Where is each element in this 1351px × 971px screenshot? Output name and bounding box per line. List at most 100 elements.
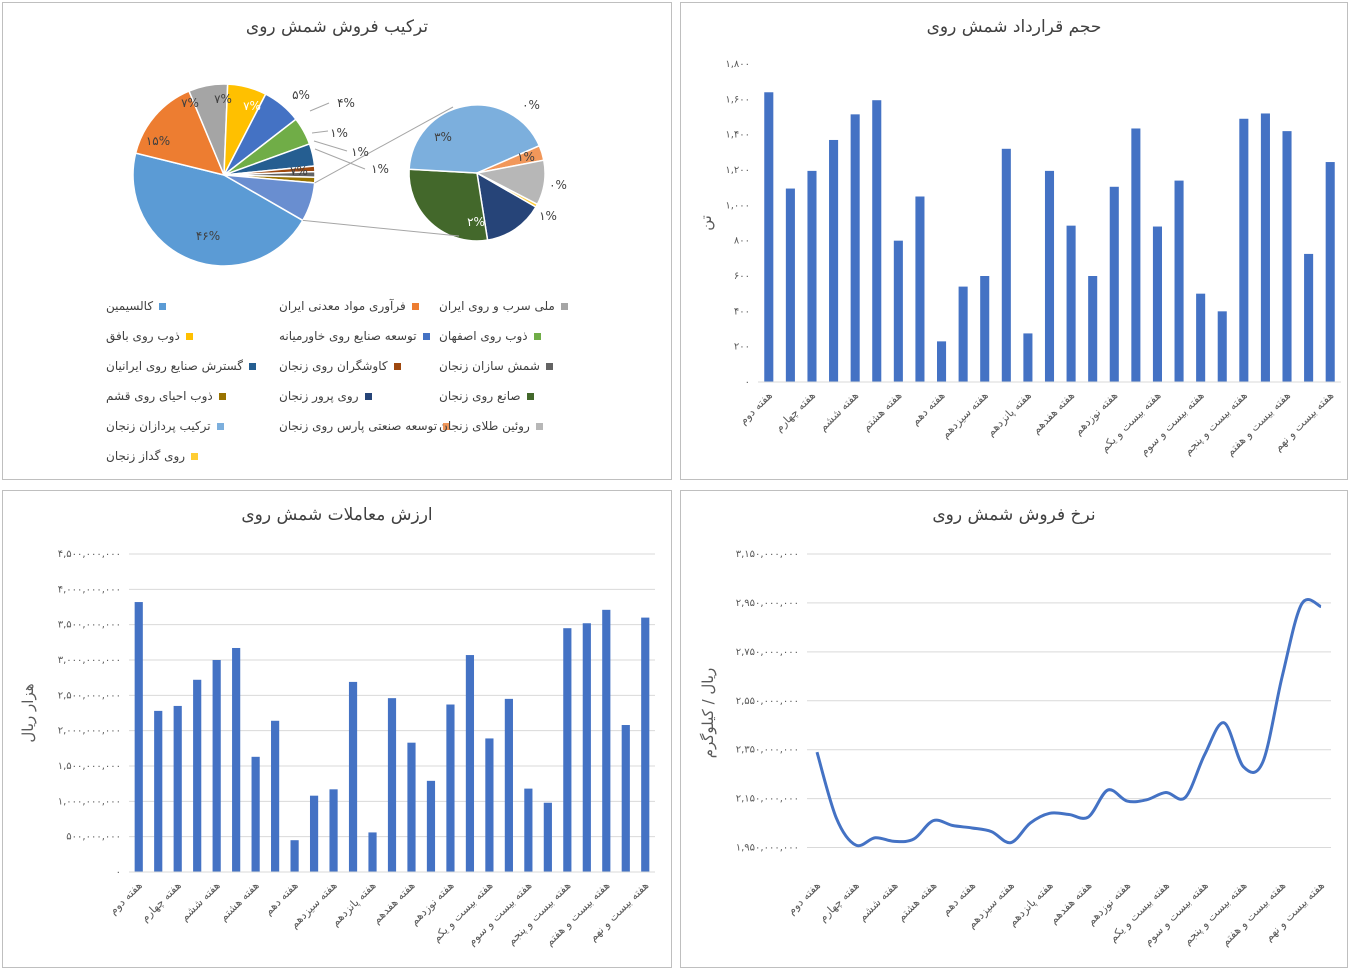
y-tick-label: ۱,۵۰۰,۰۰۰,۰۰۰ (58, 761, 121, 772)
legend-swatch (191, 453, 199, 460)
bar (621, 725, 630, 872)
legend-swatch (545, 363, 553, 370)
bar (1152, 226, 1162, 382)
bar (1023, 333, 1033, 382)
legend-swatch (526, 393, 534, 400)
y-tick-label: ۴,۰۰۰,۰۰۰,۰۰۰ (58, 584, 121, 595)
legend-label: کاوشگران روی زنجان (279, 359, 388, 373)
pie-legend: کالسیمین فرآوری مواد معدنی ایران ملی سرب و… (11, 291, 663, 471)
y-axis-label: هزار ریال (19, 683, 37, 742)
bar (1174, 180, 1184, 382)
y-tick-label: ۲,۰۰۰,۰۰۰,۰۰۰ (58, 726, 121, 737)
y-tick-label: ۲,۷۵۰,۰۰۰,۰۰۰ (736, 647, 799, 658)
x-tick-label: هفته هشتم (895, 879, 940, 924)
pie-chart-title: ترکیب فروش شمش روی (245, 17, 429, 37)
y-tick-label: ۱,۰۰۰ (725, 200, 750, 211)
legend-item: ذوب روی بافق (106, 329, 306, 351)
leader-line (314, 148, 366, 170)
legend-swatch (422, 333, 430, 340)
legend-swatch (411, 303, 419, 310)
legend-item: توسعه صنعتی پارس روی زنجان (279, 419, 479, 441)
bar (785, 188, 795, 382)
data-label: ۷% (290, 164, 308, 178)
x-tick-label: هفته دهم (262, 879, 301, 918)
rate-chart-panel: نرخ فروش شمش روی ۱,۹۵۰,۰۰۰,۰۰۰ ۲,۱۵۰,۰۰۰,… (680, 490, 1348, 968)
volume-chart-panel: حجم قرارداد شمش روی ۰ ۲۰۰ ۴۰۰ ۶۰۰ ۸۰۰ ۱,۰۰۰ ۱,… (680, 2, 1348, 480)
data-label: ۵% (292, 88, 310, 102)
rate-chart-title: نرخ فروش شمش روی (932, 505, 1096, 525)
data-label: ۳% (434, 130, 452, 144)
bar (173, 705, 182, 872)
y-tick-label: ۰ (745, 377, 750, 388)
x-tick-label: هفته چهارم (138, 879, 184, 925)
legend-item: کاوشگران روی زنجان (279, 359, 479, 381)
bar (251, 756, 260, 872)
bar (271, 720, 280, 872)
legend-swatch (249, 363, 256, 370)
bar (1196, 293, 1206, 382)
legend-label: گسترش صنایع روی ایرانیان (106, 359, 243, 373)
legend-label: ذوب احیای روی قشم (106, 389, 213, 403)
y-tick-label: ۴۰۰ (734, 306, 750, 317)
bar (154, 710, 163, 872)
bar (937, 341, 947, 382)
bar (329, 789, 338, 872)
value-chart-title: ارزش معاملات شمش روی (241, 505, 433, 525)
leader-line (309, 102, 330, 112)
legend-item: توسعه صنایع روی خاورمیانه (279, 329, 479, 351)
bar (582, 623, 591, 872)
y-tick-label: ۱,۲۰۰ (725, 165, 750, 176)
legend-label: صانع روی زنجان (439, 389, 521, 403)
legend-label: ترکیب پردازان زنجان (106, 419, 211, 433)
legend-label: ملی سرب و روی ایران (439, 299, 555, 313)
legend-item: گسترش صنایع روی ایرانیان (106, 359, 306, 381)
legend-label: روئین طلای زنجان (439, 419, 530, 433)
y-tick-label: ۲,۳۵۰,۰۰۰,۰۰۰ (736, 745, 799, 756)
bar (807, 170, 817, 382)
y-axis-label: ریال / کیلوگرم (699, 668, 717, 759)
bar (232, 647, 241, 872)
y-tick-label: ۳,۵۰۰,۰۰۰,۰۰۰ (58, 620, 121, 631)
bar (368, 832, 377, 872)
legend-swatch (533, 333, 541, 340)
bar (980, 276, 990, 382)
legend-item: ترکیب پردازان زنجان (106, 419, 306, 441)
legend-item: شمش سازان زنجان (439, 359, 639, 381)
pie-slice (476, 172, 539, 209)
bar (446, 704, 455, 872)
y-tick-label: ۶۰۰ (734, 271, 750, 282)
y-tick-label: ۲,۱۵۰,۰۰۰,۰۰۰ (736, 794, 799, 805)
x-tick-label: هفته هشتم (860, 389, 905, 434)
legend-label: ذوب روی اصفهان (439, 329, 528, 343)
bar (1325, 162, 1335, 382)
bar (504, 698, 513, 872)
data-label: ۷% (214, 92, 232, 106)
x-tick-label: هفته دهم (909, 389, 948, 428)
value-chart-panel: ارزش معاملات شمش روی ۰ ۵۰۰,۰۰۰,۰۰۰ ۱,۰۰۰,۰… (2, 490, 672, 968)
x-tick-label: هفته هشتم (217, 879, 262, 924)
data-label: ۴۶% (196, 229, 220, 243)
bar (426, 780, 436, 872)
rate-series-line (815, 598, 1322, 848)
y-tick-label: ۵۰۰,۰۰۰,۰۰۰ (66, 832, 121, 843)
bar (193, 679, 202, 872)
legend-swatch (560, 303, 568, 310)
bar (1109, 186, 1119, 382)
x-tick-label: هفته دوم (737, 389, 775, 427)
x-tick-label: هفته چهارم (816, 879, 862, 925)
legend-item: روی پرور زنجان (279, 389, 479, 411)
bar (309, 795, 319, 872)
bar (1282, 131, 1292, 382)
bar (764, 92, 774, 383)
legend-swatch (393, 363, 401, 370)
legend-swatch (443, 423, 451, 430)
legend-label: کالسیمین (106, 299, 154, 313)
bar (407, 742, 416, 872)
bar (348, 681, 358, 872)
pie-slice (132, 152, 304, 267)
legend-item: کالسیمین (106, 299, 306, 321)
legend-swatch (185, 333, 193, 340)
y-tick-label: ۴,۵۰۰,۰۰۰,۰۰۰ (58, 549, 121, 560)
bar (1304, 253, 1314, 382)
data-label: ۱% (330, 126, 348, 140)
